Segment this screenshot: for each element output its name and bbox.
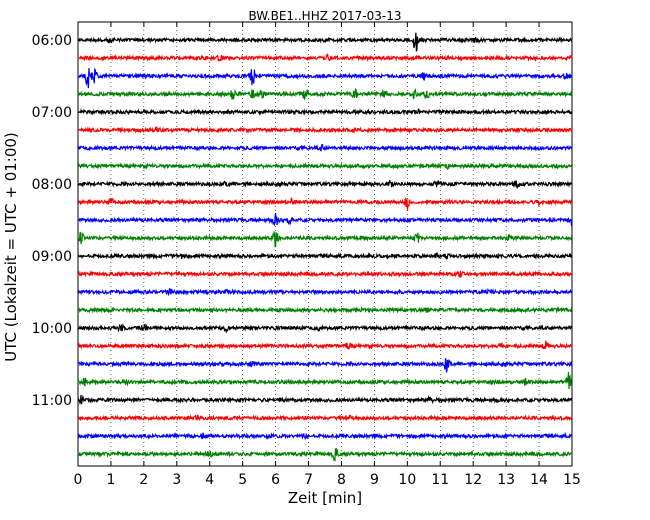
seismic-trace [77,306,573,314]
seismic-trace [77,414,573,422]
x-tick-group: 0 1 2 3 4 5 6 7 8 9 10 11 12 13 14 15 [74,22,581,488]
seismic-trace [77,179,573,189]
x-tick-label: 6 [271,472,280,488]
x-tick-label: 5 [238,472,247,488]
seismic-trace [77,252,573,260]
x-tick-label: 12 [464,472,482,488]
trace-group [77,32,573,462]
seismic-trace [77,323,573,334]
seismic-trace [77,270,573,278]
seismic-trace [77,53,573,62]
x-tick-label: 13 [497,472,515,488]
seismic-trace [77,287,573,297]
plot-frame [77,21,573,467]
seismic-trace [77,432,573,441]
y-tick-label: 07:00 [32,105,72,121]
y-tick-label: 11:00 [32,393,72,409]
seismic-trace [77,88,573,101]
seismic-trace [77,108,573,116]
seismic-trace [77,162,573,171]
seismic-trace [77,143,573,152]
x-tick-label: 15 [563,472,581,488]
seismic-trace [77,212,573,227]
y-tick-label: 06:00 [32,33,72,49]
y-tick-label: 10:00 [32,321,72,337]
x-tick-label: 0 [74,472,83,488]
y-axis-label: UTC (Lokalzeit = UTC + 01:00) [2,132,20,362]
seismic-trace [77,358,573,373]
x-tick-label: 2 [139,472,148,488]
x-tick-label: 11 [431,472,449,488]
seismic-trace [77,126,573,134]
y-tick-label: 08:00 [32,177,72,193]
y-tick-group: 06:00 07:00 08:00 09:00 10:00 11:00 [32,33,572,409]
seismic-trace [77,372,573,390]
seismic-trace [77,231,573,248]
seismic-trace [77,394,573,405]
x-tick-label: 7 [304,472,313,488]
seismic-trace [77,447,573,462]
seismic-trace [77,196,573,211]
x-tick-label: 4 [205,472,214,488]
x-tick-label: 14 [530,472,548,488]
x-tick-label: 3 [172,472,181,488]
seismic-trace [77,340,573,350]
x-tick-label: 1 [106,472,115,488]
seismic-trace [77,67,573,89]
chart-title: BW.BE1..HHZ 2017-03-13 [248,9,401,23]
y-tick-label: 09:00 [32,249,72,265]
seismic-trace [77,32,573,52]
x-axis-label: Zeit [min] [288,489,362,507]
x-tick-label: 9 [370,472,379,488]
x-tick-label: 10 [398,472,416,488]
x-tick-label: 8 [337,472,346,488]
